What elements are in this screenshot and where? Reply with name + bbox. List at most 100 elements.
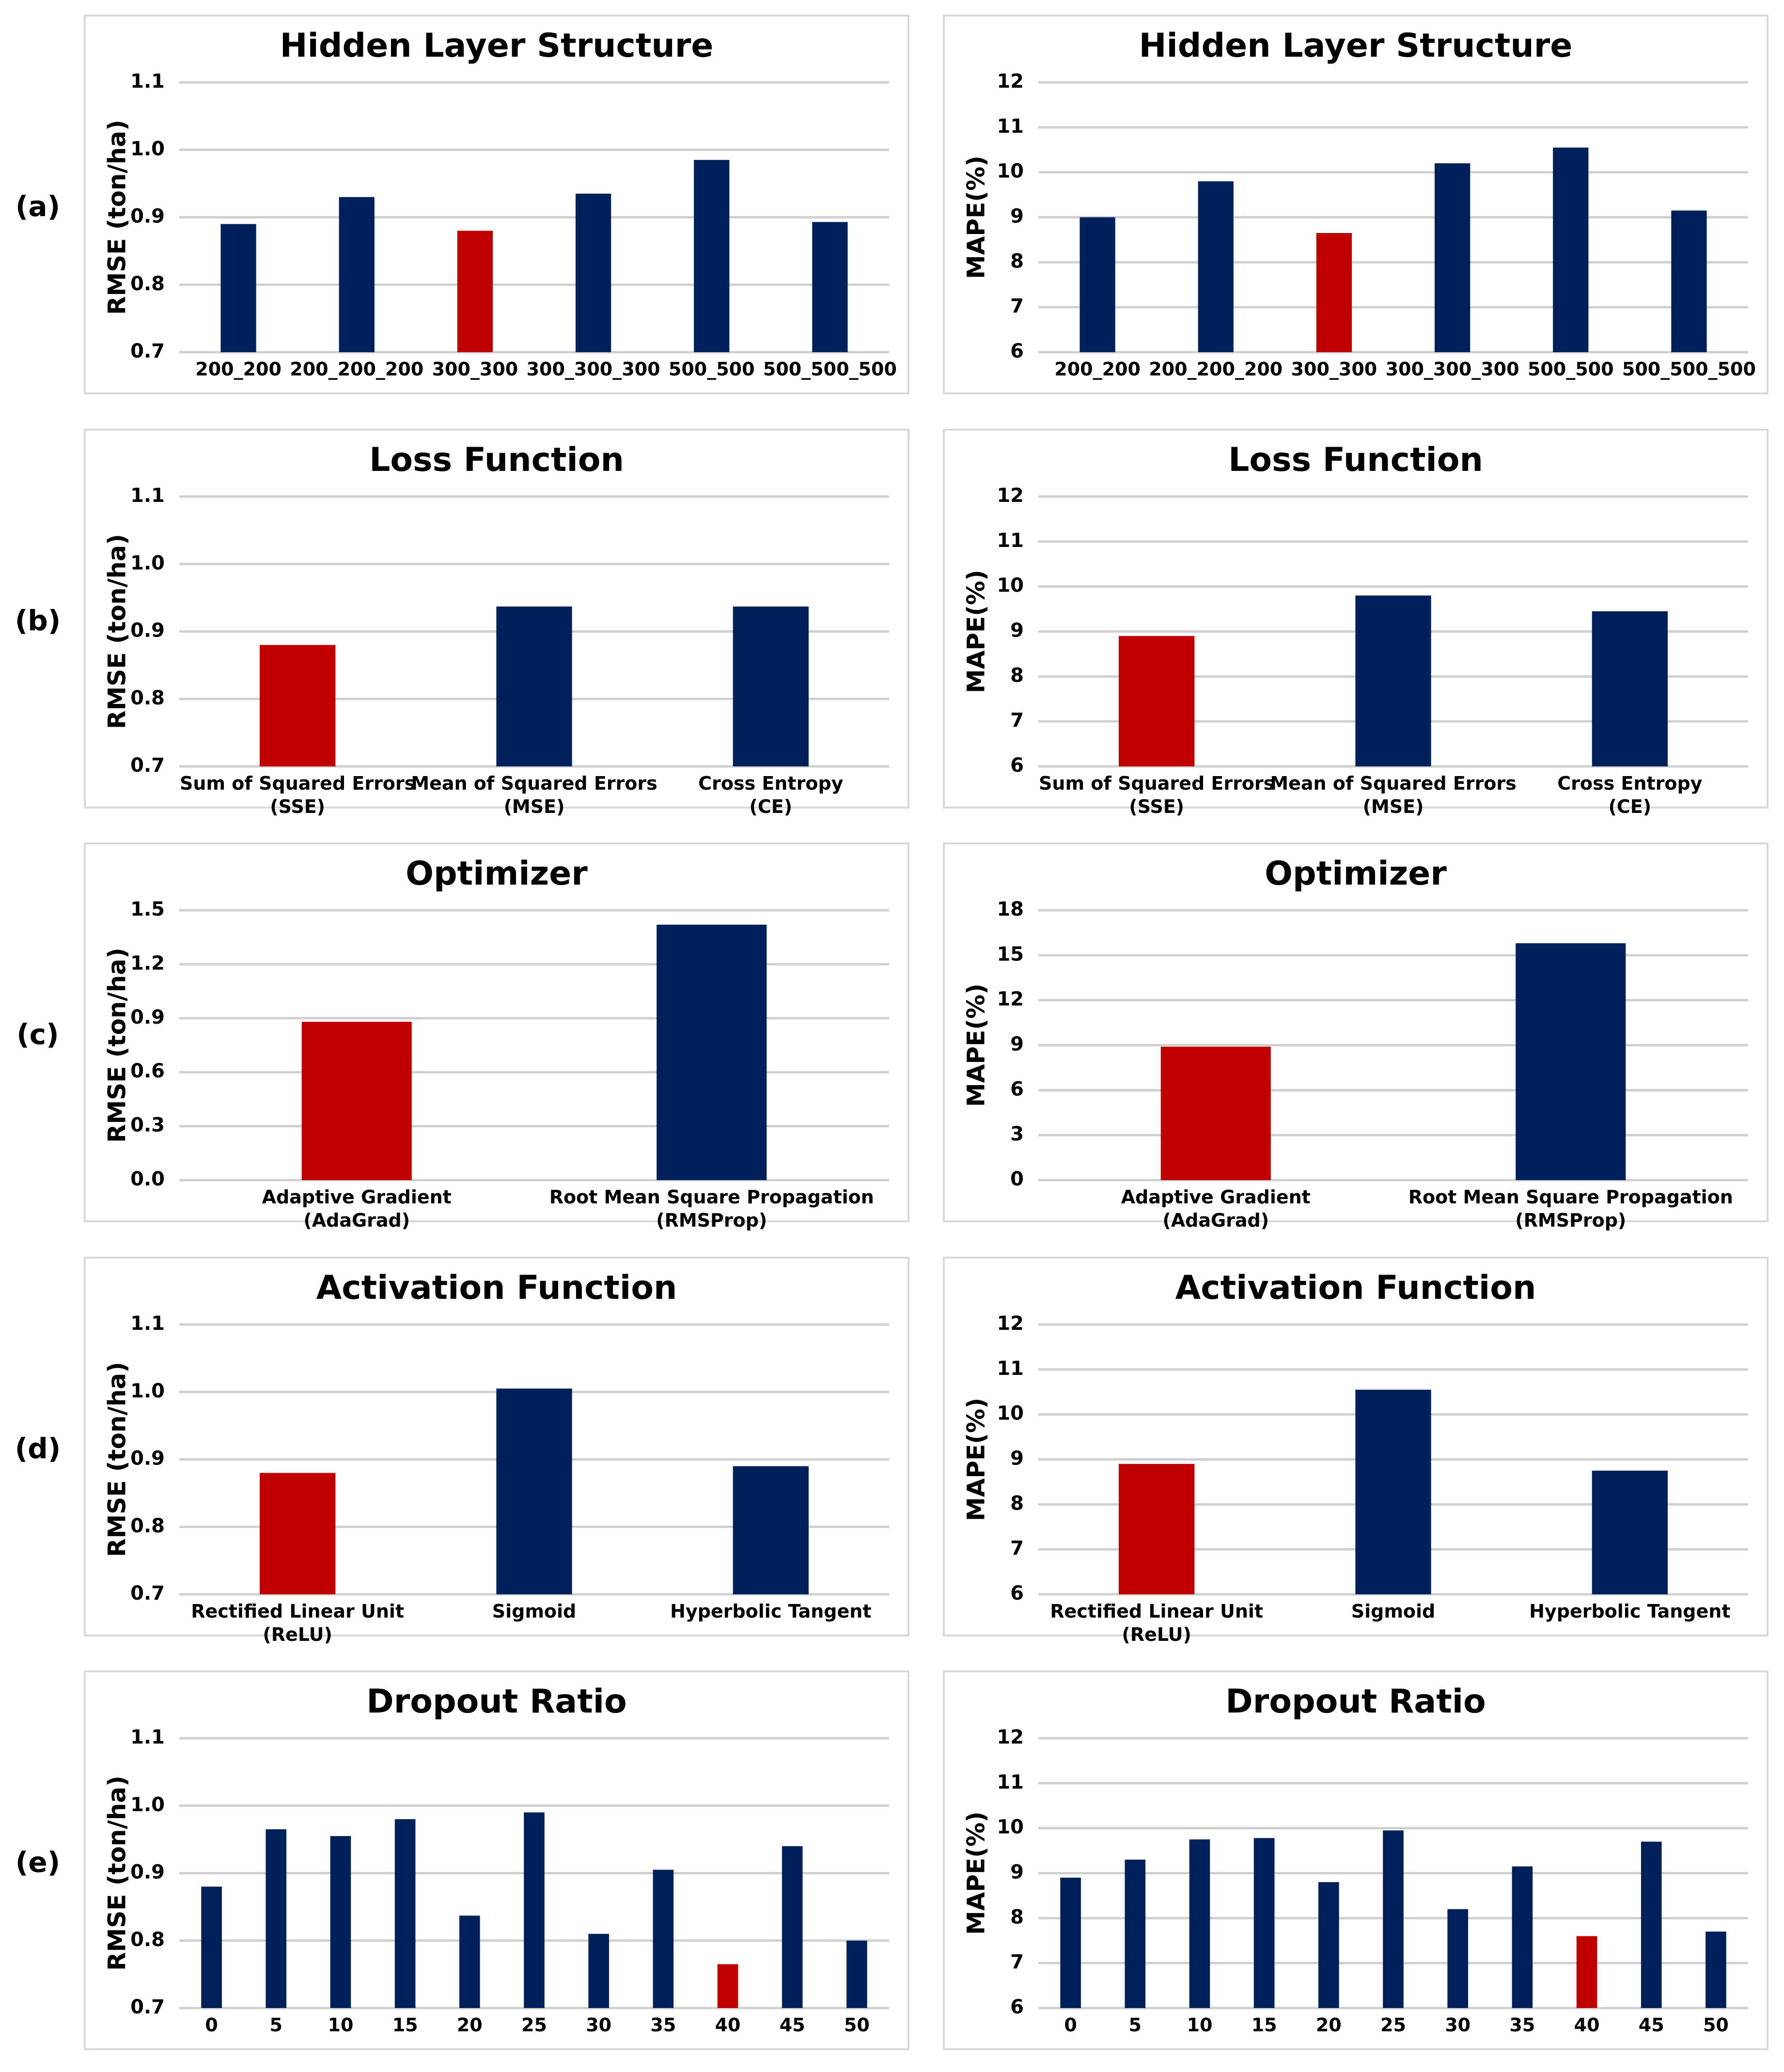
chart-title: Loss Function [369,441,624,479]
x-tick-label: Sigmoid [492,1601,577,1622]
x-tick-label: 20 [1316,2014,1342,2036]
y-tick-label: 0.7 [130,1582,165,1605]
y-tick-label: 0.9 [130,1861,165,1884]
panel-frame [84,842,909,1222]
y-tick-label: 3 [1010,1123,1024,1145]
y-tick-label: 11 [997,115,1024,138]
y-tick-label: 8 [1010,1906,1024,1928]
x-tick-label: 200_200_200 [1149,358,1283,380]
y-tick-label: 10 [997,1816,1024,1838]
bar [1576,1936,1597,2008]
y-tick-label: 0.8 [130,273,165,295]
bar [694,160,730,352]
x-tick-label: 15 [1252,2014,1277,2036]
x-tick-label: 0 [1064,2014,1077,2036]
y-tick-label: 0.6 [130,1060,165,1082]
chart-title: Hidden Layer Structure [280,27,714,65]
bar [1080,217,1115,352]
x-tick-label: Cross Entropy [1557,773,1702,794]
x-tick-label: (SSE) [270,796,325,817]
row-label: (e) [16,1846,60,1879]
x-tick-label: 45 [780,2014,805,2036]
x-tick-label: 200_200 [195,358,282,380]
x-tick-label: 15 [392,2014,418,2036]
y-tick-label: 6 [1010,1078,1024,1100]
y-tick-label: 0.8 [130,687,165,709]
x-tick-label: Mean of Squared Errors [1270,773,1517,794]
y-tick-label: 0.7 [130,754,165,777]
x-tick-label: Sigmoid [1351,1601,1436,1622]
y-tick-label: 11 [997,1771,1024,1793]
x-tick-label: Sum of Squared Errors [180,773,415,794]
y-tick-label: 12 [997,988,1024,1011]
x-tick-label: (ReLU) [263,1624,332,1645]
bar [260,645,336,766]
bar [301,1022,412,1180]
bar [260,1473,336,1594]
chart-title: Loss Function [1228,441,1483,479]
bar [1516,943,1626,1180]
y-axis-title: RMSE (ton/ha) [103,120,131,315]
y-tick-label: 0.8 [130,1929,165,1951]
x-tick-label: Hyperbolic Tangent [1529,1601,1730,1622]
x-tick-label: Hyperbolic Tangent [670,1601,871,1622]
x-tick-label: 500_500 [1528,358,1614,380]
y-axis-title: RMSE (ton/ha) [103,1362,131,1557]
x-tick-label: 20 [457,2014,483,2036]
x-tick-label: 500_500_500 [1622,358,1756,380]
y-tick-label: 6 [1010,754,1024,777]
x-tick-label: (RMSProp) [1515,1210,1626,1231]
x-tick-label: 300_300_300 [527,358,660,380]
bar [220,224,256,352]
y-tick-label: 6 [1010,340,1024,362]
y-tick-label: 0.9 [130,205,165,228]
x-tick-label: (AdaGrad) [303,1210,410,1231]
chart-panel: Activation Function 0.7 0.8 0.9 1.0 1.1 RMSE (… [84,1257,909,1645]
y-tick-label: 7 [1010,295,1024,317]
bar [524,1812,545,2008]
bar [266,1829,287,2008]
x-tick-label: Sum of Squared Errors [1039,773,1274,794]
y-tick-label: 1.1 [130,1726,165,1748]
bar [1706,1932,1726,2008]
chart-title: Hidden Layer Structure [1139,27,1573,65]
bar [733,606,809,766]
bar [459,1916,480,2008]
bar [1060,1877,1081,2008]
y-tick-label: 11 [997,1357,1024,1380]
y-tick-label: 10 [997,160,1024,183]
y-tick-label: 11 [997,530,1024,552]
bar [1671,210,1707,352]
y-tick-label: 6 [1010,1582,1024,1605]
x-tick-label: Root Mean Square Propagation [549,1186,874,1208]
bar [588,1933,609,2008]
bar [1119,636,1195,766]
chart-title: Activation Function [1175,1269,1536,1307]
bar [1383,1830,1404,2008]
bar [1512,1866,1533,2008]
x-tick-label: (MSE) [504,796,565,817]
y-tick-label: 12 [997,484,1024,507]
y-tick-label: 8 [1010,250,1024,272]
row-label: (d) [15,1432,61,1465]
x-tick-label: 500_500_500 [763,358,897,380]
y-tick-label: 8 [1010,664,1024,686]
y-tick-label: 12 [997,70,1024,93]
chart-panel: Hidden Layer Structure 6 7 8 9 10 11 12 MAPE(%) 2… [943,15,1768,394]
bar [1592,611,1668,766]
bar [782,1846,803,2008]
chart-panel: Optimizer 0.0 0.3 0.6 0.9 1.2 1.5 RMSE (ton/ha)… [84,842,909,1231]
x-tick-label: 500_500 [669,358,755,380]
row-label: (a) [16,190,60,223]
row-label: (b) [15,604,61,637]
x-tick-label: (AdaGrad) [1162,1210,1269,1231]
y-tick-label: 1.0 [130,1380,165,1402]
bar [653,1869,674,2008]
x-tick-label: 50 [844,2014,870,2036]
y-tick-label: 10 [997,575,1024,597]
bar [496,1388,572,1594]
y-tick-label: 1.1 [130,1312,165,1335]
chart-panel: Dropout Ratio 0.7 0.8 0.9 1.0 1.1 RMSE (ton/ha… [84,1670,909,2050]
y-tick-label: 9 [1010,1861,1024,1884]
y-tick-label: 0.8 [130,1515,165,1537]
